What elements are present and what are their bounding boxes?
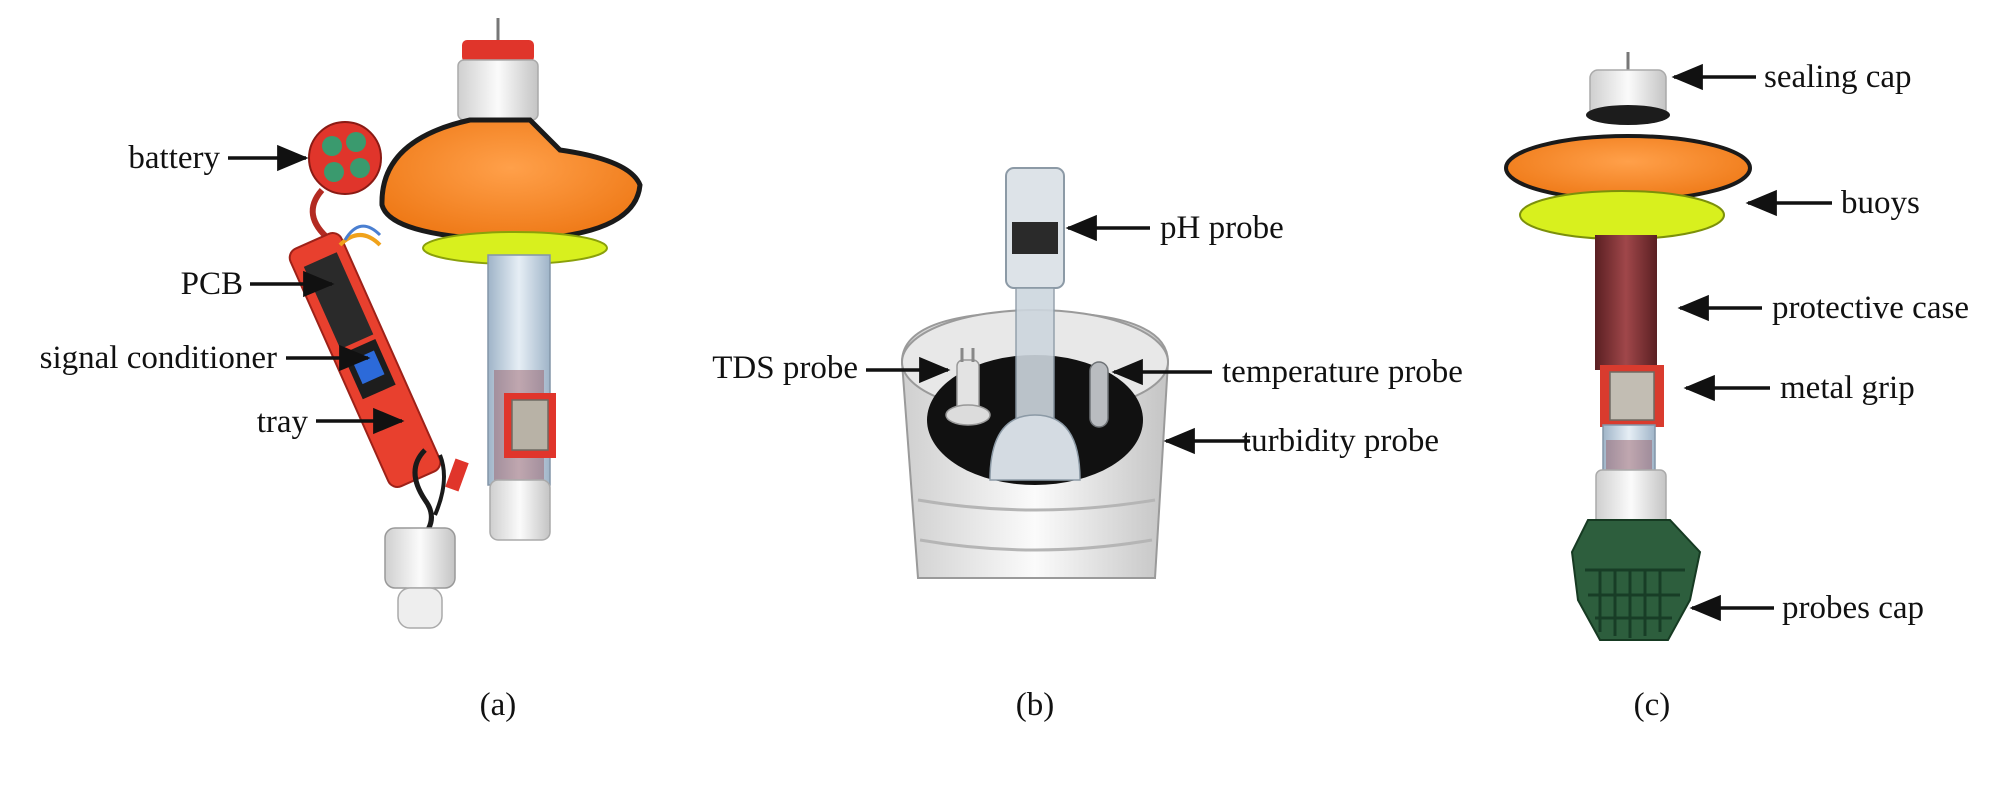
pcb-label: PCB: [181, 266, 243, 302]
panel-a: battery PCB signal conditioner tray (a): [40, 18, 643, 723]
panel-b: pH probe TDS probe temperature probe tur…: [712, 167, 1463, 723]
probes-cap-label: probes cap: [1782, 590, 1924, 626]
turbidity-probe-label: turbidity probe: [1242, 423, 1439, 459]
panel-c: sealing cap buoys protective case metal …: [1504, 52, 1969, 723]
ph-probe-label: pH probe: [1160, 210, 1284, 246]
assembled-sensor-photo: [1504, 52, 1752, 641]
caption-b: (b): [1016, 687, 1054, 723]
battery-label: battery: [128, 140, 220, 176]
caption-c: (c): [1634, 687, 1671, 723]
tds-probe-label: TDS probe: [712, 350, 858, 386]
tray-label: tray: [257, 404, 309, 440]
signal-conditioner-label: signal conditioner: [40, 340, 277, 376]
protective-case-label: protective case: [1772, 290, 1969, 326]
buoys-label: buoys: [1841, 185, 1920, 221]
metal-grip-label: metal grip: [1780, 370, 1915, 406]
probe-head-photo: [900, 167, 1170, 579]
temperature-probe-label: temperature probe: [1222, 354, 1463, 390]
sealing-cap-label: sealing cap: [1764, 59, 1912, 95]
caption-a: (a): [480, 687, 517, 723]
sensor-body-photo: [379, 18, 643, 541]
